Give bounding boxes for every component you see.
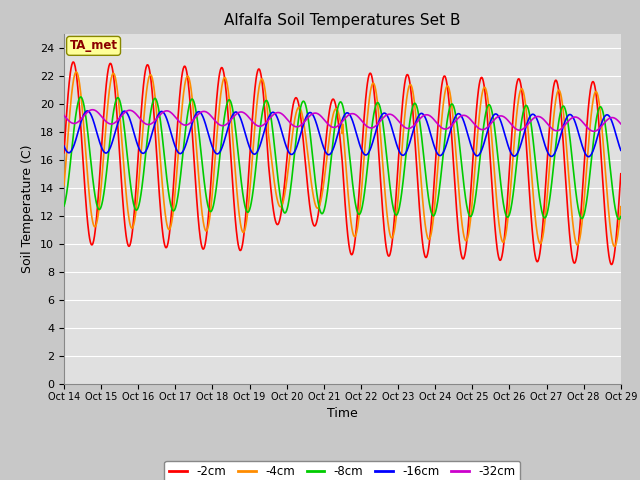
- Title: Alfalfa Soil Temperatures Set B: Alfalfa Soil Temperatures Set B: [224, 13, 461, 28]
- X-axis label: Time: Time: [327, 407, 358, 420]
- Legend: -2cm, -4cm, -8cm, -16cm, -32cm: -2cm, -4cm, -8cm, -16cm, -32cm: [164, 461, 520, 480]
- Y-axis label: Soil Temperature (C): Soil Temperature (C): [22, 144, 35, 273]
- Text: TA_met: TA_met: [70, 39, 118, 52]
